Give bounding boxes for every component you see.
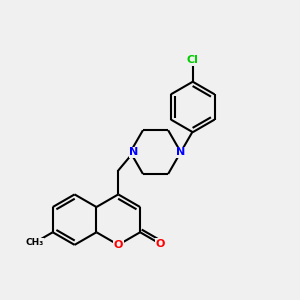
Text: Cl: Cl <box>187 55 199 65</box>
Text: O: O <box>114 240 123 250</box>
Text: N: N <box>176 147 185 157</box>
Text: CH₃: CH₃ <box>25 238 43 247</box>
Text: O: O <box>155 238 164 249</box>
Text: N: N <box>129 147 138 157</box>
